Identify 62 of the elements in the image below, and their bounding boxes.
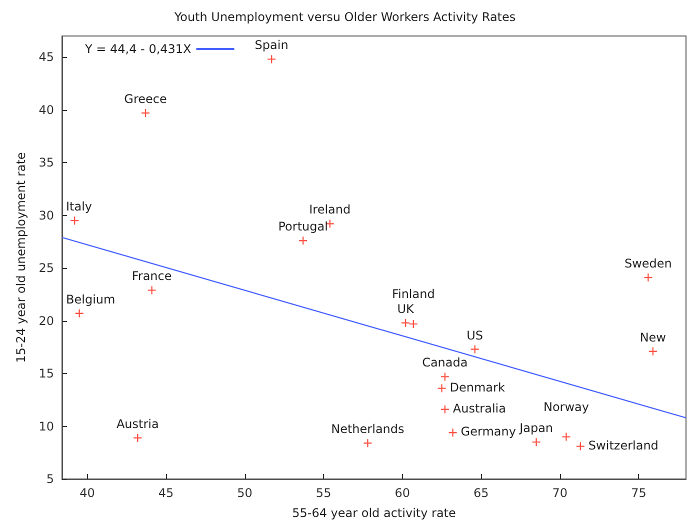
x-tick-label: 50 xyxy=(237,486,252,500)
point xyxy=(133,433,142,442)
y-tick-label: 35 xyxy=(38,156,54,170)
annotation: New xyxy=(640,330,666,344)
chart-title: Youth Unemployment versu Older Workers Activity Rates xyxy=(173,10,516,24)
y-tick-label: 15 xyxy=(38,366,54,381)
annotation: Greece xyxy=(124,92,167,106)
x-tick-label: 70 xyxy=(552,486,568,500)
x-tick-label: 60 xyxy=(394,486,410,500)
annotation: Japan xyxy=(518,421,554,436)
point xyxy=(363,438,372,448)
point xyxy=(408,319,418,329)
x-tick-label: 75 xyxy=(631,486,646,500)
point xyxy=(644,272,653,282)
point xyxy=(470,344,480,354)
annotation: Germany xyxy=(460,424,516,439)
annotation: Canada xyxy=(422,356,468,370)
point xyxy=(70,216,80,226)
y-tick-label: 20 xyxy=(38,314,54,328)
annotation: Finland xyxy=(392,286,435,301)
annotation: Spain xyxy=(254,38,288,52)
annotation: Portugal xyxy=(278,220,328,234)
annotation: UK xyxy=(397,302,415,316)
point xyxy=(440,404,450,414)
x-tick-label: 55 xyxy=(316,486,332,500)
point xyxy=(448,428,458,438)
point xyxy=(147,286,156,295)
y-tick-label: 10 xyxy=(38,419,54,434)
y-tick-label: 5 xyxy=(46,472,54,486)
point xyxy=(576,442,586,451)
annotation: Austria xyxy=(116,416,159,431)
annotation: Ireland xyxy=(309,202,351,217)
annotation: Denmark xyxy=(450,380,505,394)
point xyxy=(562,432,571,442)
y-tick-label: 30 xyxy=(38,208,54,222)
y-tick-label: 45 xyxy=(38,50,54,64)
annotation: Sweden xyxy=(624,256,672,271)
x-tick-label: 40 xyxy=(80,486,95,500)
annotation: Netherlands xyxy=(331,422,404,436)
annotation: Belgium xyxy=(66,292,116,306)
point xyxy=(437,384,446,393)
x-tick-label: 65 xyxy=(474,486,489,500)
x-tick-label: 45 xyxy=(158,486,174,500)
y-tick-label: 40 xyxy=(38,102,54,117)
legend-label: Y = 44,4 - 0,431X xyxy=(84,42,192,56)
point xyxy=(74,308,84,318)
point xyxy=(298,236,308,246)
y-axis-title: 15-24 year old unemployment rate xyxy=(14,152,28,363)
annotation: Norway xyxy=(543,400,590,414)
y-tick-label: 25 xyxy=(38,261,54,276)
annotation: Australia xyxy=(452,401,506,416)
annotation: US xyxy=(466,328,484,342)
point xyxy=(140,108,150,118)
x-axis-title: 55-64 year old activity rate xyxy=(292,506,456,520)
point xyxy=(532,437,541,447)
point xyxy=(400,318,410,328)
point xyxy=(648,346,658,356)
annotation: Switzerland xyxy=(588,438,658,452)
point xyxy=(266,54,276,64)
point xyxy=(440,372,450,382)
annotation: Italy xyxy=(66,200,92,214)
annotation: France xyxy=(132,269,172,284)
